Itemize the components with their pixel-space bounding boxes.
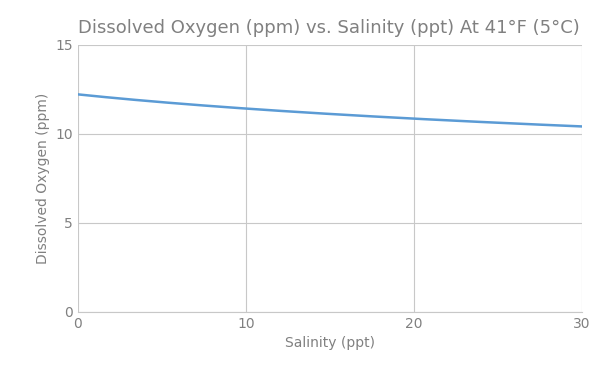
X-axis label: Salinity (ppt): Salinity (ppt) — [285, 336, 375, 350]
Text: Dissolved Oxygen (ppm) vs. Salinity (ppt) At 41°F (5°C): Dissolved Oxygen (ppm) vs. Salinity (ppt… — [78, 19, 580, 37]
Y-axis label: Dissolved Oxygen (ppm): Dissolved Oxygen (ppm) — [36, 92, 50, 264]
